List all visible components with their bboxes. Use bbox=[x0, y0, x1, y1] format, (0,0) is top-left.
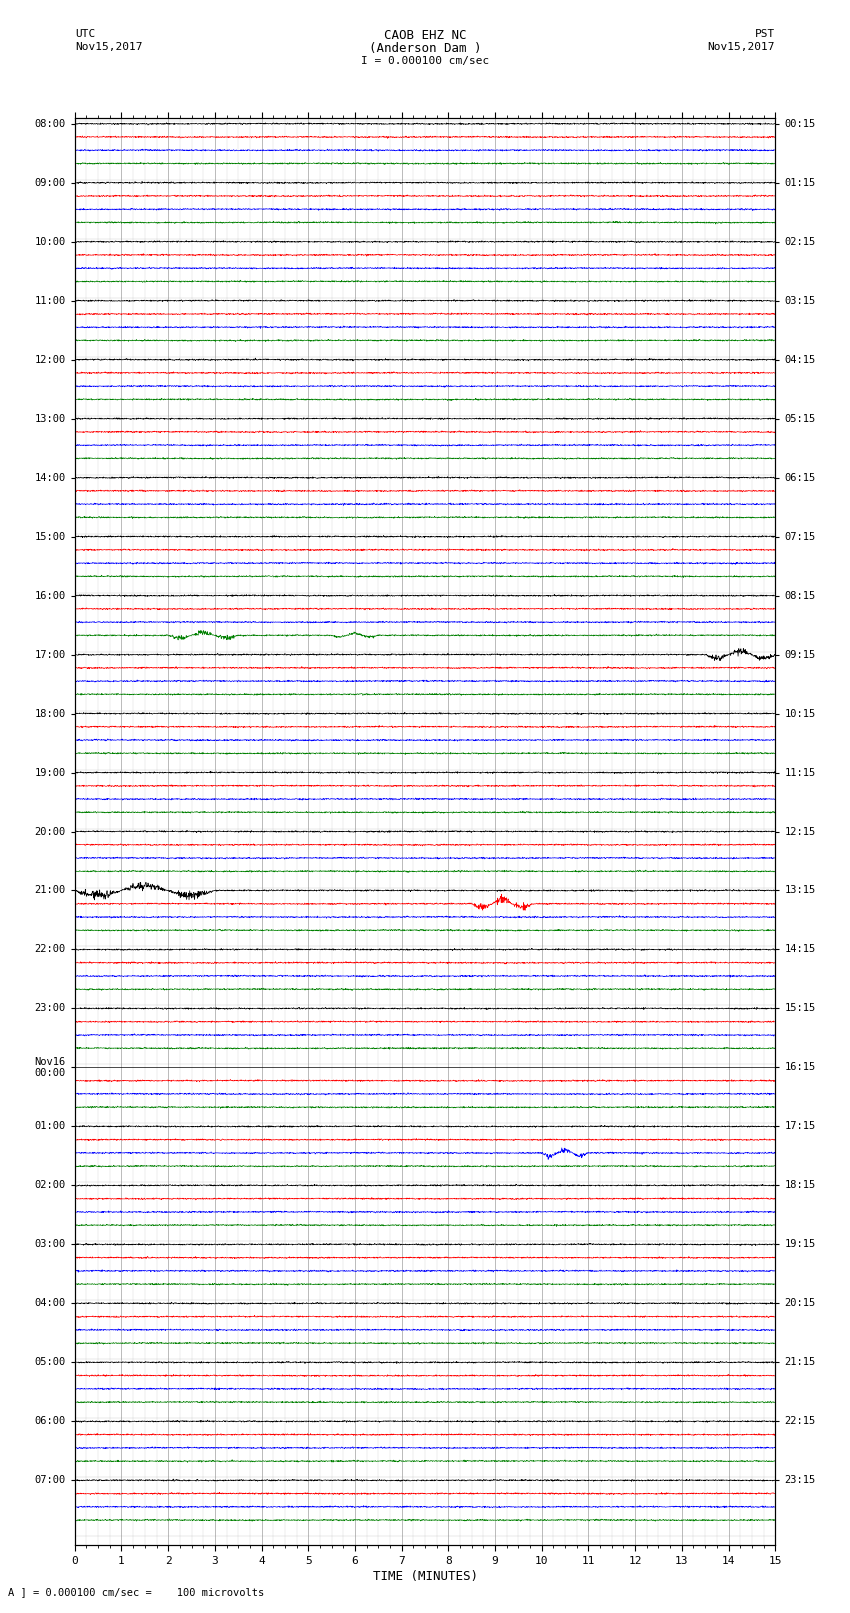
Text: A ] = 0.000100 cm/sec =    100 microvolts: A ] = 0.000100 cm/sec = 100 microvolts bbox=[8, 1587, 264, 1597]
Text: Nov15,2017: Nov15,2017 bbox=[708, 42, 775, 52]
Text: Nov15,2017: Nov15,2017 bbox=[75, 42, 142, 52]
Text: PST: PST bbox=[755, 29, 775, 39]
Text: UTC: UTC bbox=[75, 29, 95, 39]
Text: I = 0.000100 cm/sec: I = 0.000100 cm/sec bbox=[361, 56, 489, 66]
X-axis label: TIME (MINUTES): TIME (MINUTES) bbox=[372, 1569, 478, 1582]
Text: CAOB EHZ NC: CAOB EHZ NC bbox=[383, 29, 467, 42]
Text: (Anderson Dam ): (Anderson Dam ) bbox=[369, 42, 481, 55]
